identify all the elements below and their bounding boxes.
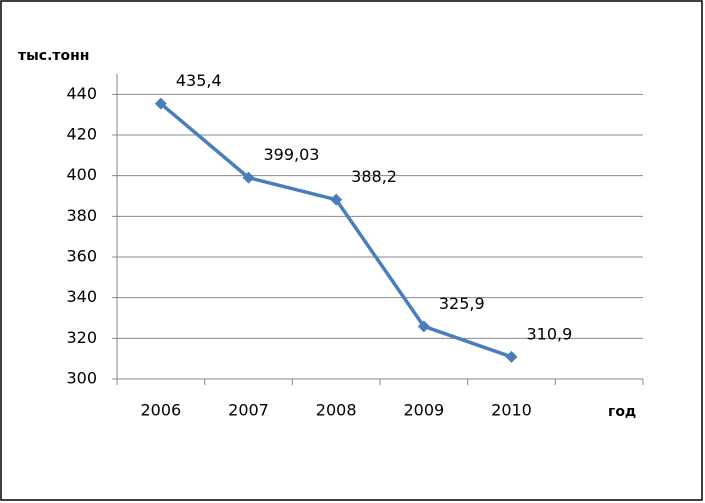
data-label: 388,2: [351, 167, 397, 186]
x-tick-label: 2006: [140, 401, 181, 420]
y-axis-label: тыс.тонн: [18, 48, 89, 64]
y-tick-label: 420: [66, 125, 97, 144]
data-point: [154, 97, 167, 110]
x-tick-label: 2007: [228, 401, 269, 420]
x-tick-label: 2008: [316, 401, 357, 420]
x-tick-label: 2009: [403, 401, 444, 420]
x-tick-label: 2010: [491, 401, 532, 420]
data-point: [242, 171, 255, 184]
data-label: 325,9: [439, 294, 485, 313]
data-label: 435,4: [176, 71, 222, 90]
data-point: [417, 320, 430, 333]
data-point: [330, 193, 343, 206]
y-tick-label: 380: [66, 206, 97, 225]
y-tick-label: 300: [66, 369, 97, 388]
y-tick-label: 400: [66, 165, 97, 184]
y-tick-label: 440: [66, 84, 97, 103]
data-label: 310,9: [527, 324, 573, 343]
y-tick-label: 320: [66, 328, 97, 347]
x-axis-label: год: [608, 404, 636, 420]
y-tick-label: 340: [66, 287, 97, 306]
data-point: [505, 350, 518, 363]
y-tick-label: 360: [66, 247, 97, 266]
data-label: 399,03: [264, 145, 320, 164]
